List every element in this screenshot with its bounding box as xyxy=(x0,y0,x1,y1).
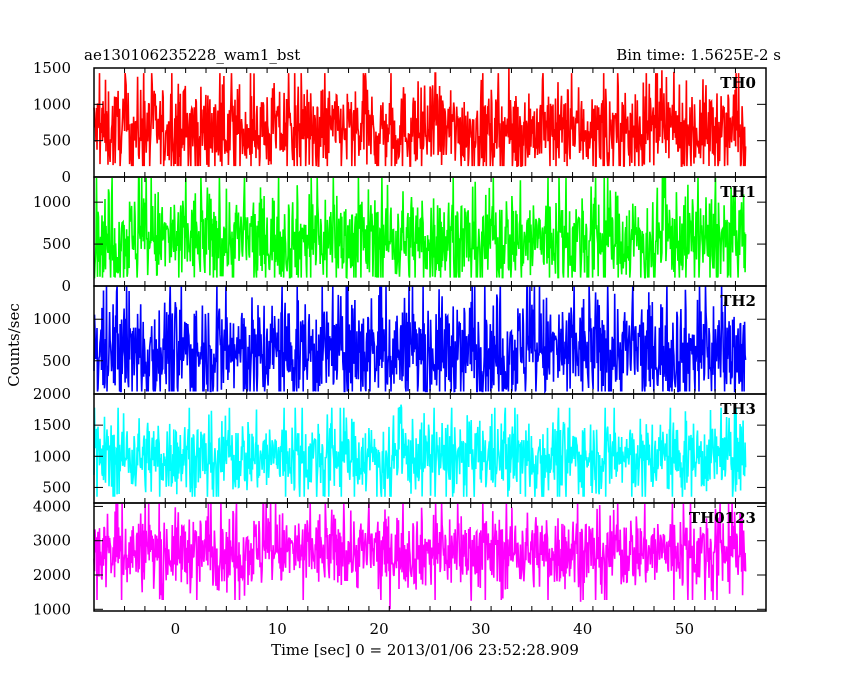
chart-title: ae130106235228_wam1_bst xyxy=(84,46,300,64)
y-tick-label: 1000 xyxy=(33,95,71,113)
y-tick-label: 1000 xyxy=(33,310,71,328)
y-tick-label: 500 xyxy=(42,235,71,253)
panel-label-th3: TH3 xyxy=(720,400,756,418)
x-tick-label: 10 xyxy=(268,620,287,638)
y-tick-label: 4000 xyxy=(33,497,71,515)
x-tick-label: 40 xyxy=(573,620,592,638)
y-tick-label: 500 xyxy=(42,352,71,370)
y-tick-label: 1000 xyxy=(33,193,71,211)
y-tick-label: 2000 xyxy=(33,385,71,403)
x-axis-label: Time [sec] 0 = 2013/01/06 23:52:28.909 xyxy=(271,641,579,659)
bin-time-label: Bin time: 1.5625E-2 s xyxy=(616,46,781,64)
panel-label-th0: TH0 xyxy=(720,74,756,92)
series-line-th0 xyxy=(93,68,747,167)
series-line-th0123 xyxy=(93,502,747,610)
x-tick-label: 0 xyxy=(171,620,181,638)
panel-label-th1: TH1 xyxy=(720,183,756,201)
panel-label-th0123: TH0123 xyxy=(689,509,756,527)
series-line-th2 xyxy=(93,285,747,395)
y-tick-label: 3000 xyxy=(33,532,71,550)
x-tick-label: 50 xyxy=(675,620,694,638)
y-tick-label: 1000 xyxy=(33,447,71,465)
panels-group: 050010001500TH005001000TH15001000TH25001… xyxy=(33,59,767,638)
series-line-th1 xyxy=(93,176,747,279)
y-tick-label: 500 xyxy=(42,478,71,496)
y-tick-label: 1500 xyxy=(33,416,71,434)
x-tick-label: 20 xyxy=(370,620,389,638)
series-line-th3 xyxy=(93,404,747,497)
y-tick-label: 500 xyxy=(42,132,71,150)
y-tick-label: 1000 xyxy=(33,600,71,618)
y-tick-label: 2000 xyxy=(33,566,71,584)
x-tick-label: 30 xyxy=(471,620,490,638)
y-tick-label: 0 xyxy=(61,277,71,295)
y-axis-label: Counts/sec xyxy=(5,303,23,387)
panel-label-th2: TH2 xyxy=(720,292,756,310)
y-tick-label: 0 xyxy=(61,168,71,186)
y-tick-label: 1500 xyxy=(33,59,71,77)
